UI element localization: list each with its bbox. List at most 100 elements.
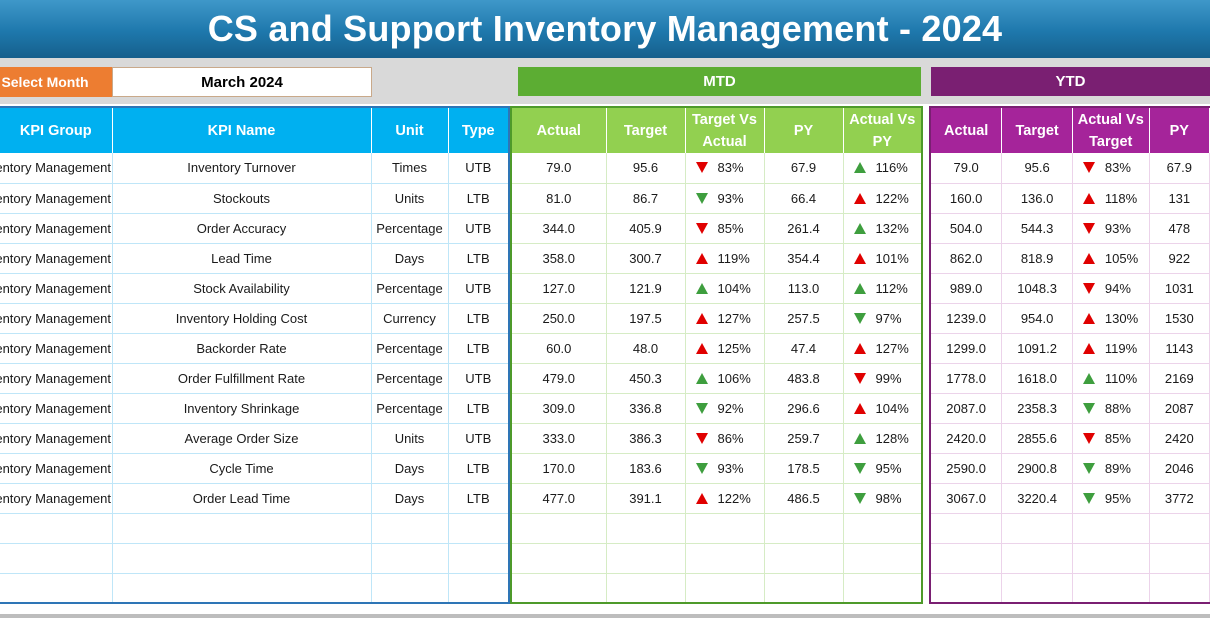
empty-cell [764, 543, 844, 574]
mtd-target-cell: 405.9 [606, 213, 686, 244]
mtd-py-cell: 259.7 [764, 423, 844, 454]
down-arrow-icon [695, 192, 708, 204]
ytd-actual-cell: 2087.0 [930, 393, 1003, 424]
table-row: 81.0 86.7 93% 66.4 122% [511, 183, 923, 214]
mtd-actual-vs-py-cell-wrap: 101% [844, 251, 922, 266]
ytd-header: Target [1001, 107, 1073, 153]
ytd-actual-vs-target-cell: 94% [1072, 273, 1150, 304]
table-row [0, 513, 510, 544]
table-row: 477.0 391.1 122% 486.5 98% [511, 483, 923, 514]
mtd-actual-vs-py-cell-value: 112% [875, 280, 908, 296]
kpi-name-cell: Stock Availability [112, 273, 372, 304]
mtd-header: Target Vs Actual [685, 107, 765, 153]
kpi-group-text: Inventory Management [0, 190, 111, 206]
mtd-target-vs-actual-cell: 83% [685, 153, 765, 184]
type-cell: LTB [448, 303, 510, 334]
ytd-actual-cell: 160.0 [930, 183, 1003, 214]
ytd-actual-vs-target-cell: 110% [1072, 363, 1150, 394]
mtd-py-cell: 354.4 [764, 243, 844, 274]
up-arrow-icon [853, 342, 866, 354]
ytd-section-header: YTD [931, 67, 1210, 96]
down-arrow-icon [1082, 222, 1095, 234]
table-row: 358.0 300.7 119% 354.4 101% [511, 243, 923, 274]
kpi-name-cell: Inventory Shrinkage [112, 393, 372, 424]
mtd-actual-vs-py-cell: 122% [843, 183, 923, 214]
empty-cell [371, 543, 449, 574]
table-row: 60.0 48.0 125% 47.4 127% [511, 333, 923, 364]
mtd-actual-cell: 81.0 [511, 183, 607, 214]
ytd-actual-vs-target-cell-value: 130% [1104, 310, 1139, 326]
mtd-target-vs-actual-cell-wrap: 86% [686, 431, 764, 446]
month-dropdown[interactable]: March 2024 [112, 67, 372, 97]
mtd-target-vs-actual-cell-wrap: 122% [686, 491, 764, 506]
down-arrow-icon [695, 432, 708, 444]
mtd-actual-vs-py-cell-value: 127% [875, 340, 909, 356]
mtd-actual-cell: 60.0 [511, 333, 607, 364]
mtd-actual-cell: 479.0 [511, 363, 607, 394]
up-arrow-icon [695, 372, 708, 384]
kpi-group-cell: Inventory Management [0, 393, 113, 424]
down-arrow-icon [1082, 432, 1095, 444]
mtd-py-cell: 486.5 [764, 483, 844, 514]
mtd-actual-vs-py-cell-wrap: 128% [844, 431, 922, 446]
table-row [511, 573, 923, 604]
kpi-group-text: Inventory Management [0, 250, 111, 266]
unit-cell: Days [371, 453, 449, 484]
table-row: 127.0 121.9 104% 113.0 112% [511, 273, 923, 304]
empty-cell [511, 513, 607, 544]
empty-cell [1149, 543, 1210, 574]
ytd-actual-vs-target-cell: 105% [1072, 243, 1150, 274]
kpi-group-cell: Inventory Management [0, 483, 113, 514]
mtd-actual-vs-py-cell-wrap: 98% [844, 491, 922, 506]
up-arrow-icon [695, 282, 708, 294]
kpi-group-cell: Inventory Management [0, 363, 113, 394]
mtd-target-cell: 197.5 [606, 303, 686, 334]
unit-cell: Days [371, 243, 449, 274]
ytd-py-cell: 2420 [1149, 423, 1210, 454]
type-cell: LTB [448, 333, 510, 364]
mtd-target-vs-actual-cell-value: 93% [717, 460, 744, 476]
empty-cell [930, 543, 1003, 574]
ytd-actual-cell: 862.0 [930, 243, 1003, 274]
mtd-target-vs-actual-cell-wrap: 104% [686, 281, 764, 296]
ytd-actual-vs-target-cell-value: 118% [1104, 190, 1138, 206]
empty-cell [930, 573, 1003, 604]
up-arrow-icon [853, 402, 866, 414]
up-arrow-icon [853, 432, 866, 444]
empty-cell [371, 573, 449, 604]
ytd-actual-cell: 3067.0 [930, 483, 1003, 514]
ytd-actual-vs-target-cell-wrap: 105% [1073, 251, 1148, 266]
ytd-actual-vs-target-cell-wrap: 94% [1073, 281, 1148, 296]
mtd-target-vs-actual-cell-value: 122% [717, 490, 751, 506]
mtd-actual-vs-py-cell-wrap: 95% [844, 461, 922, 476]
table-row: 79.0 95.6 83% 67.9 116% [511, 153, 923, 184]
type-cell: LTB [448, 393, 510, 424]
empty-cell [764, 513, 844, 544]
up-arrow-icon [853, 192, 866, 204]
kpi-group-text: Inventory Management [0, 460, 111, 476]
table-row: 333.0 386.3 86% 259.7 128% [511, 423, 923, 454]
ytd-py-cell: 131 [1149, 183, 1210, 214]
mtd-target-cell: 391.1 [606, 483, 686, 514]
table-row [930, 543, 1210, 574]
unit-cell: Percentage [371, 393, 449, 424]
ytd-py-cell: 2169 [1149, 363, 1210, 394]
kpi-name-cell: Lead Time [112, 243, 372, 274]
unit-cell: Currency [371, 303, 449, 334]
table-row: 344.0 405.9 85% 261.4 132% [511, 213, 923, 244]
ytd-actual-vs-target-cell-wrap: 83% [1073, 160, 1148, 175]
mtd-target-vs-actual-cell: 92% [685, 393, 765, 424]
mtd-target-vs-actual-cell-wrap: 92% [686, 401, 764, 416]
ytd-actual-cell: 2420.0 [930, 423, 1003, 454]
ytd-actual-vs-target-cell-wrap: 130% [1073, 310, 1148, 326]
up-arrow-icon [853, 162, 866, 174]
type-cell: LTB [448, 453, 510, 484]
empty-cell [112, 543, 372, 574]
empty-cell [1001, 573, 1073, 604]
table-row: 2087.0 2358.3 88% 2087 [930, 393, 1210, 424]
ytd-actual-vs-target-cell-wrap: 89% [1073, 461, 1148, 476]
ytd-actual-vs-target-cell-value: 88% [1104, 400, 1131, 416]
